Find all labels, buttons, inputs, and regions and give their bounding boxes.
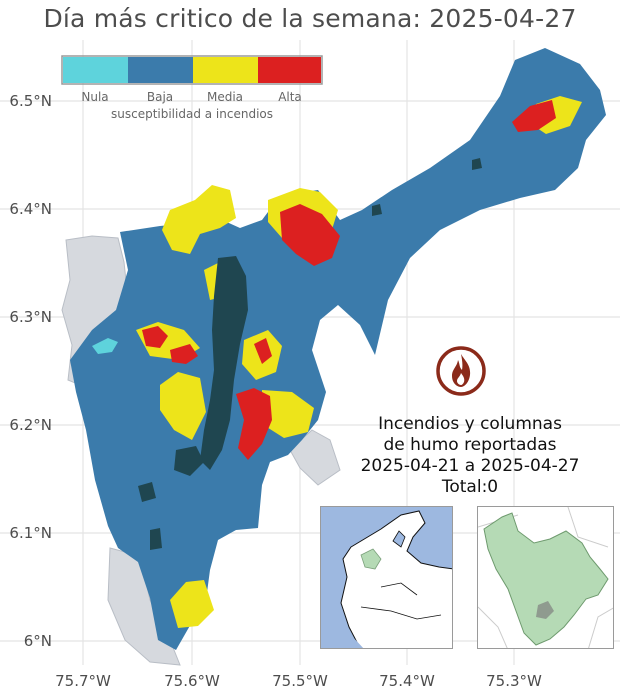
fire-heading-line1: Incendios y columnas bbox=[378, 414, 562, 434]
fire-date-range: 2025-04-21 a 2025-04-27 bbox=[360, 456, 580, 476]
legend-swatch-baja bbox=[128, 57, 193, 83]
y-tick-labels: 6.5°N 6.4°N 6.3°N 6.2°N 6.1°N 6°N bbox=[9, 92, 52, 650]
legend-label-baja: Baja bbox=[147, 90, 173, 104]
inset-map-colombia bbox=[320, 506, 453, 649]
x-tick-label: 75.4°W bbox=[379, 672, 435, 690]
y-tick-label: 6.1°N bbox=[9, 524, 52, 542]
fire-icon bbox=[436, 346, 486, 396]
x-tick-labels: 75.7°W 75.6°W 75.5°W 75.4°W 75.3°W bbox=[55, 672, 542, 690]
legend-swatch-nula bbox=[63, 57, 128, 83]
x-tick-label: 75.7°W bbox=[55, 672, 111, 690]
region-baja bbox=[70, 48, 606, 650]
region-nula bbox=[92, 338, 118, 354]
fire-total: Total:0 bbox=[441, 477, 499, 497]
map-title: Día más critico de la semana: 2025-04-27 bbox=[43, 4, 577, 33]
legend-swatch-alta bbox=[258, 57, 321, 83]
legend-label-alta: Alta bbox=[278, 90, 302, 104]
legend-swatch-media bbox=[193, 57, 258, 83]
inset-map-antioquia bbox=[477, 506, 614, 649]
urban-areas bbox=[138, 158, 482, 550]
legend-label-media: Media bbox=[207, 90, 243, 104]
y-tick-label: 6.5°N bbox=[9, 92, 52, 110]
x-tick-label: 75.6°W bbox=[164, 672, 220, 690]
fire-heading-line2: de humo reportadas bbox=[383, 435, 557, 455]
y-tick-label: 6.4°N bbox=[9, 200, 52, 218]
legend-frame bbox=[61, 55, 323, 85]
legend-title: susceptibilidad a incendios bbox=[111, 107, 273, 121]
x-tick-label: 75.5°W bbox=[272, 672, 328, 690]
x-tick-label: 75.3°W bbox=[486, 672, 542, 690]
legend-label-nula: Nula bbox=[81, 90, 108, 104]
region-alta bbox=[142, 100, 556, 460]
y-tick-label: 6.3°N bbox=[9, 308, 52, 326]
y-tick-label: 6°N bbox=[24, 632, 52, 650]
fire-reports-summary: Incendios y columnas de humo reportadas … bbox=[345, 414, 595, 498]
y-tick-label: 6.2°N bbox=[9, 416, 52, 434]
legend: Nula Baja Media Alta susceptibilidad a i… bbox=[61, 55, 323, 121]
